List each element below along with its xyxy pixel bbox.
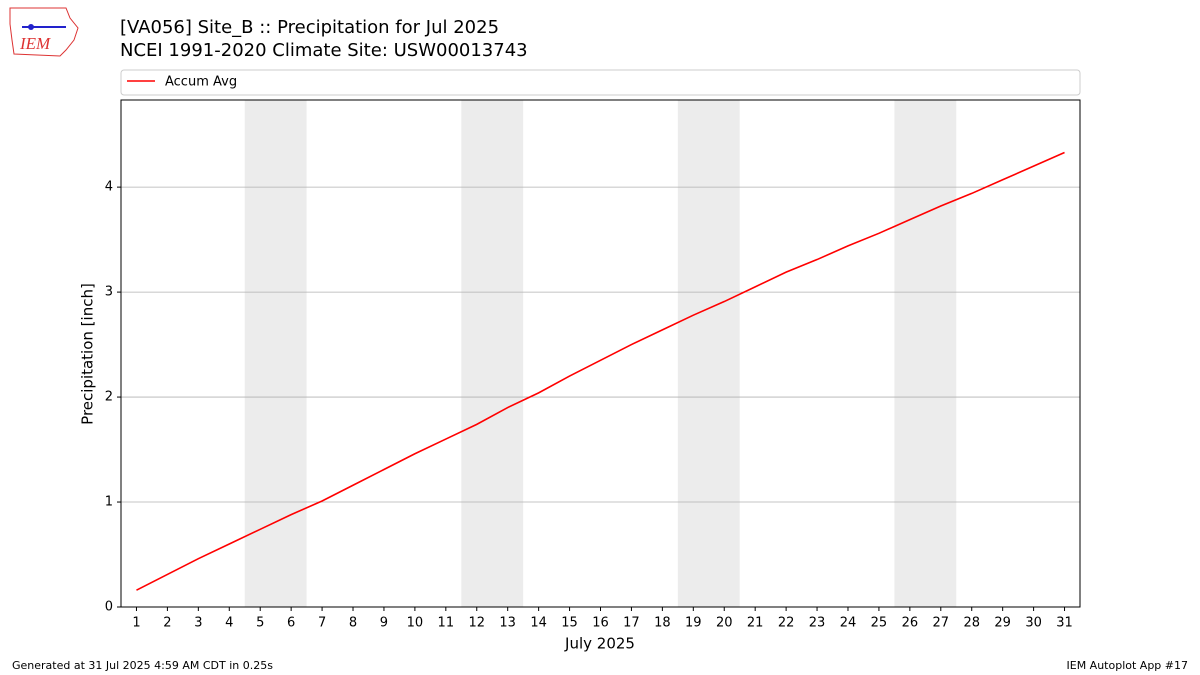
x-tick-label: 2 xyxy=(163,616,171,631)
x-tick-label: 5 xyxy=(256,616,264,631)
x-tick-label: 10 xyxy=(407,616,424,631)
legend-label: Accum Avg xyxy=(165,75,237,90)
x-tick-label: 25 xyxy=(871,616,888,631)
chart-title: [VA056] Site_B :: Precipitation for Jul … xyxy=(120,17,499,38)
x-tick-label: 1 xyxy=(132,616,140,631)
shaded-span xyxy=(461,100,524,607)
x-tick-label: 9 xyxy=(380,616,388,631)
data-line xyxy=(136,151,1065,591)
x-tick-label: 6 xyxy=(287,616,295,631)
y-tick-label: 4 xyxy=(105,180,113,195)
x-tick-label: 14 xyxy=(530,616,547,631)
logo-dot xyxy=(28,24,34,30)
x-tick-label: 28 xyxy=(963,616,980,631)
x-tick-label: 26 xyxy=(902,616,919,631)
x-tick-label: 16 xyxy=(592,616,609,631)
x-tick-label: 7 xyxy=(318,616,326,631)
x-tick-label: 4 xyxy=(225,616,233,631)
x-tick-label: 19 xyxy=(685,616,702,631)
x-tick-label: 23 xyxy=(809,616,826,631)
x-tick-label: 8 xyxy=(349,616,357,631)
shaded-span xyxy=(244,100,307,607)
x-tick-label: 24 xyxy=(840,616,857,631)
x-tick-label: 18 xyxy=(654,616,671,631)
x-tick-label: 12 xyxy=(468,616,485,631)
x-tick-label: 3 xyxy=(194,616,202,631)
legend-box xyxy=(120,69,1081,96)
y-tick-label: 0 xyxy=(105,600,113,615)
x-tick-label: 29 xyxy=(994,616,1011,631)
x-tick-label: 22 xyxy=(778,616,795,631)
y-tick-label: 3 xyxy=(105,285,113,300)
x-tick-label: 21 xyxy=(747,616,764,631)
shaded-span xyxy=(677,100,740,607)
logo-text: IEM xyxy=(19,34,51,53)
y-tick-label: 2 xyxy=(105,390,113,405)
x-tick-label: 31 xyxy=(1056,616,1073,631)
footer-right: IEM Autoplot App #17 xyxy=(1067,659,1189,672)
shaded-span xyxy=(894,100,957,607)
y-tick-label: 1 xyxy=(105,495,113,510)
plot-frame xyxy=(120,99,1081,608)
x-axis-label: July 2025 xyxy=(564,635,635,653)
x-tick-label: 30 xyxy=(1025,616,1042,631)
x-tick-label: 11 xyxy=(438,616,455,631)
footer-left: Generated at 31 Jul 2025 4:59 AM CDT in … xyxy=(12,659,273,672)
x-tick-label: 17 xyxy=(623,616,640,631)
x-tick-label: 15 xyxy=(561,616,578,631)
logo-outline xyxy=(9,7,79,57)
logo: IEM xyxy=(9,7,79,57)
x-tick-label: 13 xyxy=(499,616,516,631)
y-axis-label: Precipitation [inch] xyxy=(79,283,97,425)
x-tick-label: 27 xyxy=(933,616,950,631)
x-tick-label: 20 xyxy=(716,616,733,631)
chart-subtitle: NCEI 1991-2020 Climate Site: USW00013743 xyxy=(120,40,528,61)
